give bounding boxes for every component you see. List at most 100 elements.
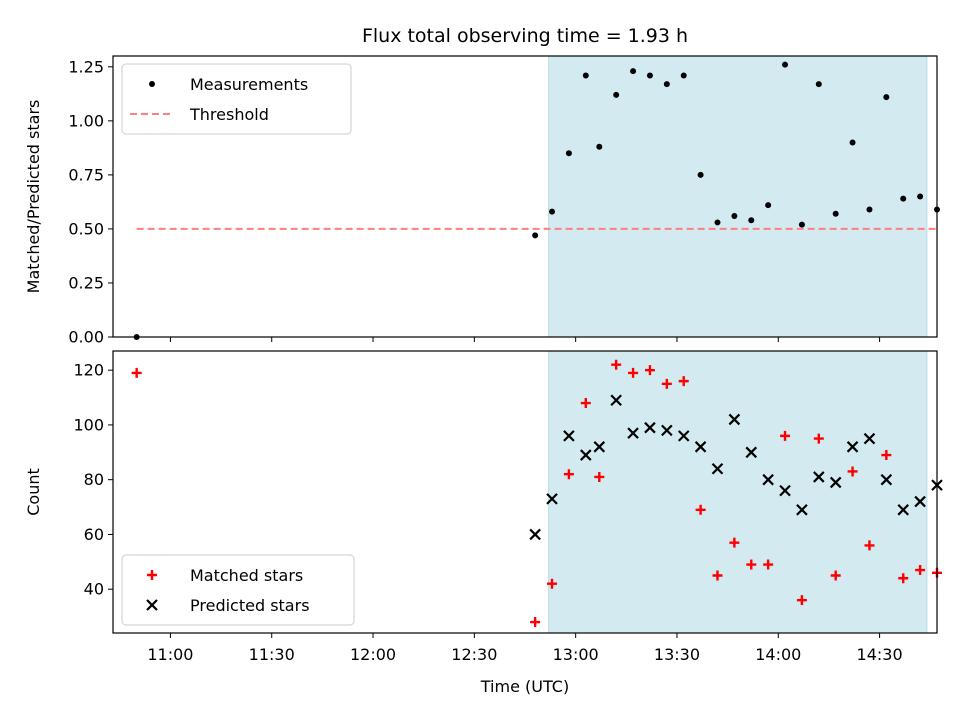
y-tick-label: 1.00 <box>68 111 104 130</box>
legend-x-icon <box>146 599 158 611</box>
measurement-point <box>748 217 755 224</box>
matched-star-point <box>563 469 574 480</box>
predicted-star-point <box>846 441 859 453</box>
matched-star-point <box>881 450 892 461</box>
matched-star-point <box>530 617 541 628</box>
matched-star-point <box>678 376 689 387</box>
predicted-star-point <box>661 424 673 437</box>
measurement-point <box>582 72 589 79</box>
matched-star-point <box>611 359 622 370</box>
matched-star-point <box>915 565 926 576</box>
measurement-point <box>532 232 539 239</box>
measurement-point <box>866 206 873 213</box>
predicted-star-point <box>563 430 575 442</box>
matched-star-point <box>729 537 740 548</box>
matched-star-point <box>131 367 142 378</box>
legend: Matched stars Predicted stars <box>121 554 355 626</box>
measurement-point <box>798 221 805 228</box>
x-tick-label: 14:30 <box>857 645 903 664</box>
y-axis-label: Count <box>24 468 43 516</box>
matched-star-point <box>796 595 807 606</box>
legend-box <box>121 554 355 626</box>
predicted-star-point <box>897 504 910 516</box>
axes-frame <box>112 55 938 338</box>
y-tick-label: 40 <box>84 580 104 599</box>
predicted-star-point <box>546 493 558 505</box>
predicted-star-point <box>580 449 592 461</box>
matched-star-point <box>712 570 723 581</box>
measurement-point <box>613 91 620 98</box>
predicted-star-point <box>762 473 774 486</box>
y-tick-label: 120 <box>73 361 104 380</box>
predicted-star-point <box>779 484 791 497</box>
observing-interval-shading <box>548 56 927 337</box>
measurement-point <box>731 212 738 219</box>
x-tick-label: 12:00 <box>350 645 396 664</box>
matched-star-point <box>763 559 774 570</box>
measurement-point <box>630 68 637 75</box>
measurement-point <box>565 150 572 157</box>
legend-label: Measurements <box>190 75 308 94</box>
measurement-point <box>782 61 789 68</box>
predicted-star-point <box>728 413 741 426</box>
matched-star-point <box>628 367 639 378</box>
y-tick-label: 1.25 <box>68 57 104 76</box>
matched-star-point <box>813 433 824 444</box>
matched-star-point <box>830 570 841 581</box>
matched-star-point <box>547 578 558 589</box>
y-tick-label: 0.25 <box>68 273 104 292</box>
axes-frame <box>112 350 938 634</box>
predicted-star-point <box>677 430 690 442</box>
predicted-star-point <box>796 504 808 516</box>
matched-star-point <box>594 471 605 482</box>
predicted-star-point <box>745 446 758 459</box>
y-tick-label: 0.50 <box>68 219 104 238</box>
measurement-point <box>596 143 603 150</box>
measurement-point <box>663 81 670 88</box>
y-tick-label: 0.75 <box>68 165 104 184</box>
y-tick-label: 80 <box>84 470 104 489</box>
predicted-star-point <box>813 471 825 483</box>
legend-plus-icon <box>147 570 157 580</box>
bottom-panel: 40 60 80 100 120 11:00 11:30 12:00 12:30 13:00 13:… <box>24 350 943 696</box>
measurement-point <box>832 210 839 217</box>
predicted-star-point <box>829 476 842 489</box>
x-tick-label: 13:00 <box>553 645 599 664</box>
measurement-point <box>549 208 556 215</box>
top-panel: 0.00 0.25 0.50 0.75 1.00 1.25 Matched/Predicte… <box>24 55 940 347</box>
legend: Measurements Threshold <box>121 63 352 135</box>
measurement-point <box>646 72 653 79</box>
chart-title: Flux total observing time = 1.93 h <box>362 25 688 47</box>
predicted-star-point <box>880 473 893 486</box>
x-tick-label: 11:30 <box>249 645 295 664</box>
legend-box <box>121 63 352 135</box>
legend-label: Predicted stars <box>190 596 310 615</box>
measurement-point <box>883 94 890 101</box>
predicted-star-point <box>529 528 541 541</box>
predicted-star-point <box>863 432 876 445</box>
predicted-star-point <box>644 421 656 434</box>
x-tick-label: 11:00 <box>147 645 193 664</box>
measurement-point <box>697 171 704 178</box>
predicted-star-point <box>610 394 622 407</box>
matched-star-point <box>580 398 591 409</box>
y-tick-label: 0.00 <box>68 328 104 347</box>
measurement-point <box>765 202 772 209</box>
series-predicted-stars <box>529 394 943 541</box>
matched-star-point <box>746 559 757 570</box>
legend-label: Matched stars <box>190 566 303 585</box>
measurement-point <box>680 72 687 79</box>
measurement-point <box>849 139 856 146</box>
legend-label: Threshold <box>189 105 269 124</box>
observing-interval-shading <box>548 351 927 633</box>
matched-star-point <box>864 540 875 551</box>
y-tick-label: 100 <box>73 415 104 434</box>
y-tick-label: 60 <box>84 525 104 544</box>
predicted-star-point <box>694 441 707 453</box>
series-measurements <box>133 61 940 340</box>
measurement-point <box>815 81 822 88</box>
y-axis-label: Matched/Predicted stars <box>24 100 43 294</box>
x-tick-label: 14:00 <box>755 645 801 664</box>
predicted-star-point <box>914 495 926 508</box>
